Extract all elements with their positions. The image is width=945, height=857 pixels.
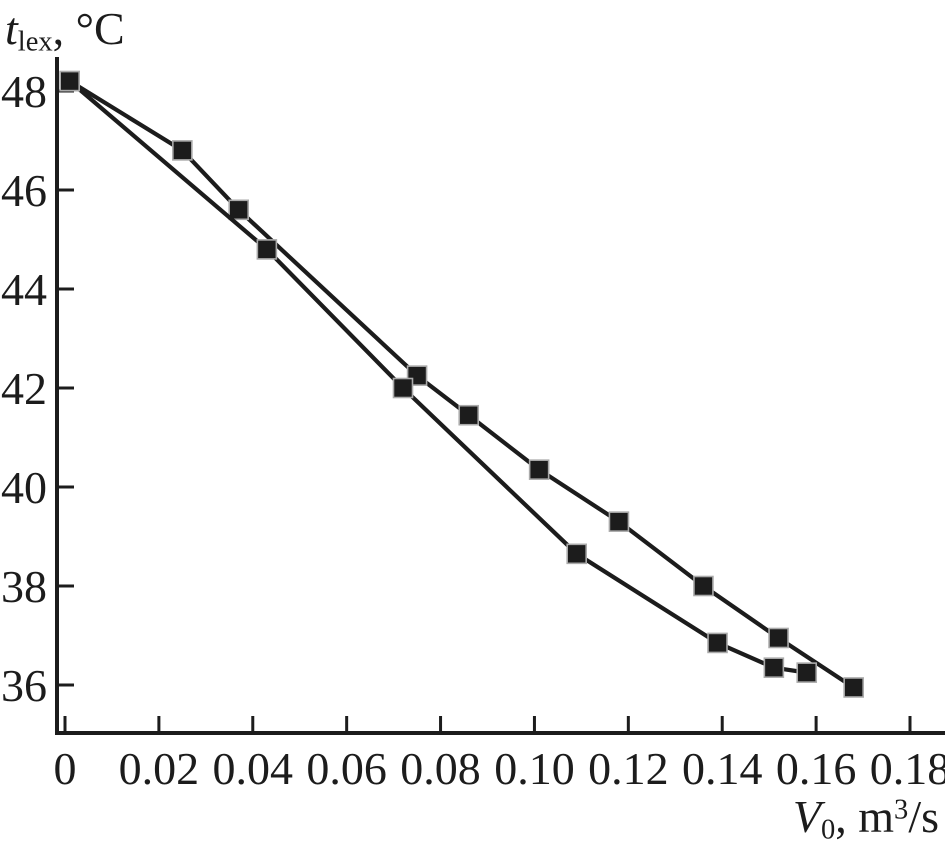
x-axis-superscript: 3 — [894, 794, 909, 826]
x-tick-label: 0.08 — [400, 743, 481, 794]
upper-curve-line — [68, 79, 855, 690]
x-axis-variable: V — [792, 791, 821, 842]
x-axis-unit-post: /s — [908, 791, 939, 842]
upper-curve-marker — [693, 575, 714, 597]
y-tick-label: 36 — [1, 660, 47, 711]
x-tick-label: 0 — [54, 743, 77, 794]
lower-curve-marker — [763, 657, 785, 678]
upper-curve-marker — [768, 627, 789, 649]
upper-curve-marker — [172, 140, 193, 161]
x-axis-title: V0, m3/s — [792, 791, 939, 845]
lower-curve-marker — [256, 239, 278, 260]
y-tick-label: 42 — [1, 363, 47, 414]
y-tick-label: 38 — [1, 561, 47, 612]
upper-curve-marker — [228, 199, 249, 221]
x-tick-label: 0.14 — [682, 743, 763, 794]
upper-curve-marker — [843, 677, 864, 698]
y-axis-variable: t — [5, 3, 18, 54]
x-axis-unit-pre: , m — [835, 791, 895, 842]
upper-curve-marker — [528, 459, 550, 480]
x-tick-label: 0.02 — [119, 743, 200, 794]
y-tick-label: 40 — [1, 462, 47, 513]
x-tick-label: 0.18 — [870, 743, 945, 794]
y-axis-unit: , °C — [52, 3, 125, 54]
y-axis-title: tlex, °C — [5, 3, 125, 57]
upper-curve-marker — [458, 404, 480, 426]
lower-curve-marker — [59, 70, 80, 92]
lower-curve-marker — [796, 662, 818, 683]
y-tick-label: 48 — [1, 66, 47, 117]
x-tick-label: 0.16 — [776, 743, 857, 794]
lower-curve-marker — [566, 543, 587, 565]
y-tick-label: 44 — [1, 264, 47, 315]
lower-curve-marker — [707, 632, 728, 654]
x-tick-label: 0.10 — [494, 743, 575, 794]
x-tick-label: 0.04 — [213, 743, 294, 794]
y-tick-label: 46 — [1, 165, 47, 216]
y-axis-subscript: lex — [17, 26, 53, 58]
x-axis-subscript: 0 — [821, 814, 836, 846]
x-tick-label: 0.06 — [306, 743, 387, 794]
x-tick-label: 0.12 — [588, 743, 669, 794]
upper-curve-marker — [608, 511, 630, 532]
lower-curve-marker — [392, 377, 414, 399]
